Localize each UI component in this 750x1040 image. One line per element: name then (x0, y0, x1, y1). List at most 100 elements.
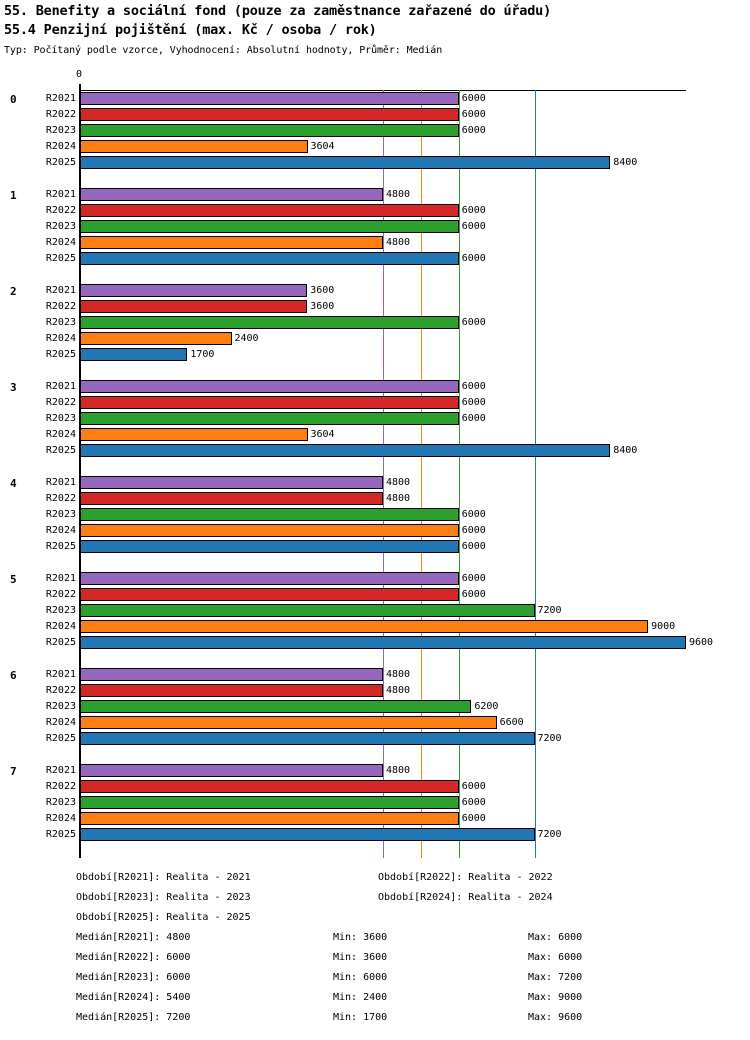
bar-row: R2025 8400 (0, 444, 700, 458)
bar-r2022[interactable] (80, 204, 459, 217)
bar-value-label: 6000 (461, 525, 486, 536)
bar-row: R2024 6600 (0, 716, 700, 730)
bar-category-label: R2025 (45, 541, 76, 552)
bar-r2021[interactable] (80, 668, 383, 681)
bar-r2022[interactable] (80, 780, 459, 793)
bar-row: R2022 6000 (0, 588, 700, 602)
bar-r2021[interactable] (80, 188, 383, 201)
bar-r2021[interactable] (80, 92, 459, 105)
bar-category-label: R2021 (45, 189, 76, 200)
bar-r2021[interactable] (80, 380, 459, 393)
bar-value-label: 3604 (310, 141, 335, 152)
bar-row: R2021 6000 (0, 380, 700, 394)
bar-r2022[interactable] (80, 588, 459, 601)
bar-r2025[interactable] (80, 252, 459, 265)
bar-r2024[interactable] (80, 332, 232, 345)
bar-row: R2023 6000 (0, 316, 700, 330)
bar-row: R2023 6000 (0, 124, 700, 138)
bar-row: R2024 3604 (0, 428, 700, 442)
bar-value-label: 6000 (461, 797, 486, 808)
bar-r2024[interactable] (80, 140, 308, 153)
bar-r2021[interactable] (80, 284, 308, 297)
bar-value-label: 6000 (461, 509, 486, 520)
bar-r2025[interactable] (80, 348, 188, 361)
bar-value-label: 6000 (461, 781, 486, 792)
bar-r2024[interactable] (80, 524, 459, 537)
bar-value-label: 4800 (386, 189, 411, 200)
bar-category-label: R2025 (45, 829, 76, 840)
bar-value-label: 6000 (461, 573, 486, 584)
bar-r2021[interactable] (80, 476, 383, 489)
bar-value-label: 6000 (461, 381, 486, 392)
bar-r2025[interactable] (80, 828, 535, 841)
bar-category-label: R2022 (45, 109, 76, 120)
bar-r2023[interactable] (80, 412, 459, 425)
bar-row: R2024 2400 (0, 332, 700, 346)
bar-r2025[interactable] (80, 540, 459, 553)
group-index-label: 0 (10, 93, 17, 106)
bar-r2023[interactable] (80, 700, 472, 713)
bar-category-label: R2024 (45, 717, 76, 728)
bar-value-label: 6000 (461, 813, 486, 824)
bar-value-label: 8400 (613, 445, 638, 456)
legend-statistics: Medián[R2021]: 4800 Min: 3600 Max: 6000 Med… (0, 932, 750, 1032)
title-block: 55. Benefity a sociální fond (pouze za z… (4, 2, 744, 58)
legend-max-value: Max: 9600 (528, 1012, 583, 1023)
bar-r2023[interactable] (80, 316, 459, 329)
bar-r2023[interactable] (80, 124, 459, 137)
bar-r2025[interactable] (80, 444, 611, 457)
bar-row: R2023 7200 (0, 604, 700, 618)
legend-min-value: Min: 3600 (333, 932, 388, 943)
bar-r2022[interactable] (80, 396, 459, 409)
legend-median-value: Medián[R2022]: 6000 (76, 952, 191, 963)
bar-value-label: 6000 (461, 541, 486, 552)
bar-r2022[interactable] (80, 684, 383, 697)
legend-max-value: Max: 6000 (528, 952, 583, 963)
bar-category-label: R2025 (45, 349, 76, 360)
bar-r2024[interactable] (80, 236, 383, 249)
bar-r2024[interactable] (80, 812, 459, 825)
bar-r2025[interactable] (80, 156, 611, 169)
bar-category-label: R2024 (45, 429, 76, 440)
bar-row: R2025 8400 (0, 156, 700, 170)
legend-stat-row: Medián[R2025]: 7200 Min: 1700 Max: 9600 (0, 1012, 750, 1032)
bar-row: R2025 1700 (0, 348, 700, 362)
median-gridline-r2024 (420, 90, 422, 858)
bar-category-label: R2024 (45, 525, 76, 536)
bar-r2024[interactable] (80, 716, 497, 729)
group-index-label: 4 (10, 477, 17, 490)
group-index-label: 3 (10, 381, 17, 394)
bar-r2024[interactable] (80, 428, 308, 441)
bar-value-label: 4800 (386, 669, 411, 680)
bar-row: R2021 4800 (0, 668, 700, 682)
bar-value-label: 4800 (386, 493, 411, 504)
bar-r2021[interactable] (80, 764, 383, 777)
bar-row: R2021 6000 (0, 572, 700, 586)
legend-median-value: Medián[R2024]: 5400 (76, 992, 191, 1003)
bar-r2022[interactable] (80, 108, 459, 121)
legend-period-label: Období[R2024]: Realita - 2024 (378, 892, 553, 903)
bar-r2021[interactable] (80, 572, 459, 585)
bar-row: R2023 6000 (0, 796, 700, 810)
bar-value-label: 6200 (474, 701, 499, 712)
bar-r2022[interactable] (80, 492, 383, 505)
bar-r2025[interactable] (80, 732, 535, 745)
bar-category-label: R2024 (45, 621, 76, 632)
bar-category-label: R2023 (45, 701, 76, 712)
bar-r2023[interactable] (80, 604, 535, 617)
bar-r2023[interactable] (80, 508, 459, 521)
bar-r2023[interactable] (80, 220, 459, 233)
bar-category-label: R2023 (45, 125, 76, 136)
bar-value-label: 9600 (689, 637, 714, 648)
bar-r2023[interactable] (80, 796, 459, 809)
bar-value-label: 6000 (461, 125, 486, 136)
bar-value-label: 3604 (310, 429, 335, 440)
bar-r2024[interactable] (80, 620, 649, 633)
bar-r2025[interactable] (80, 636, 686, 649)
legend-min-value: Min: 2400 (333, 992, 388, 1003)
legend-max-value: Max: 9000 (528, 992, 583, 1003)
bar-r2022[interactable] (80, 300, 308, 313)
bar-row: R2022 4800 (0, 684, 700, 698)
bar-category-label: R2022 (45, 205, 76, 216)
bar-row: R2022 4800 (0, 492, 700, 506)
